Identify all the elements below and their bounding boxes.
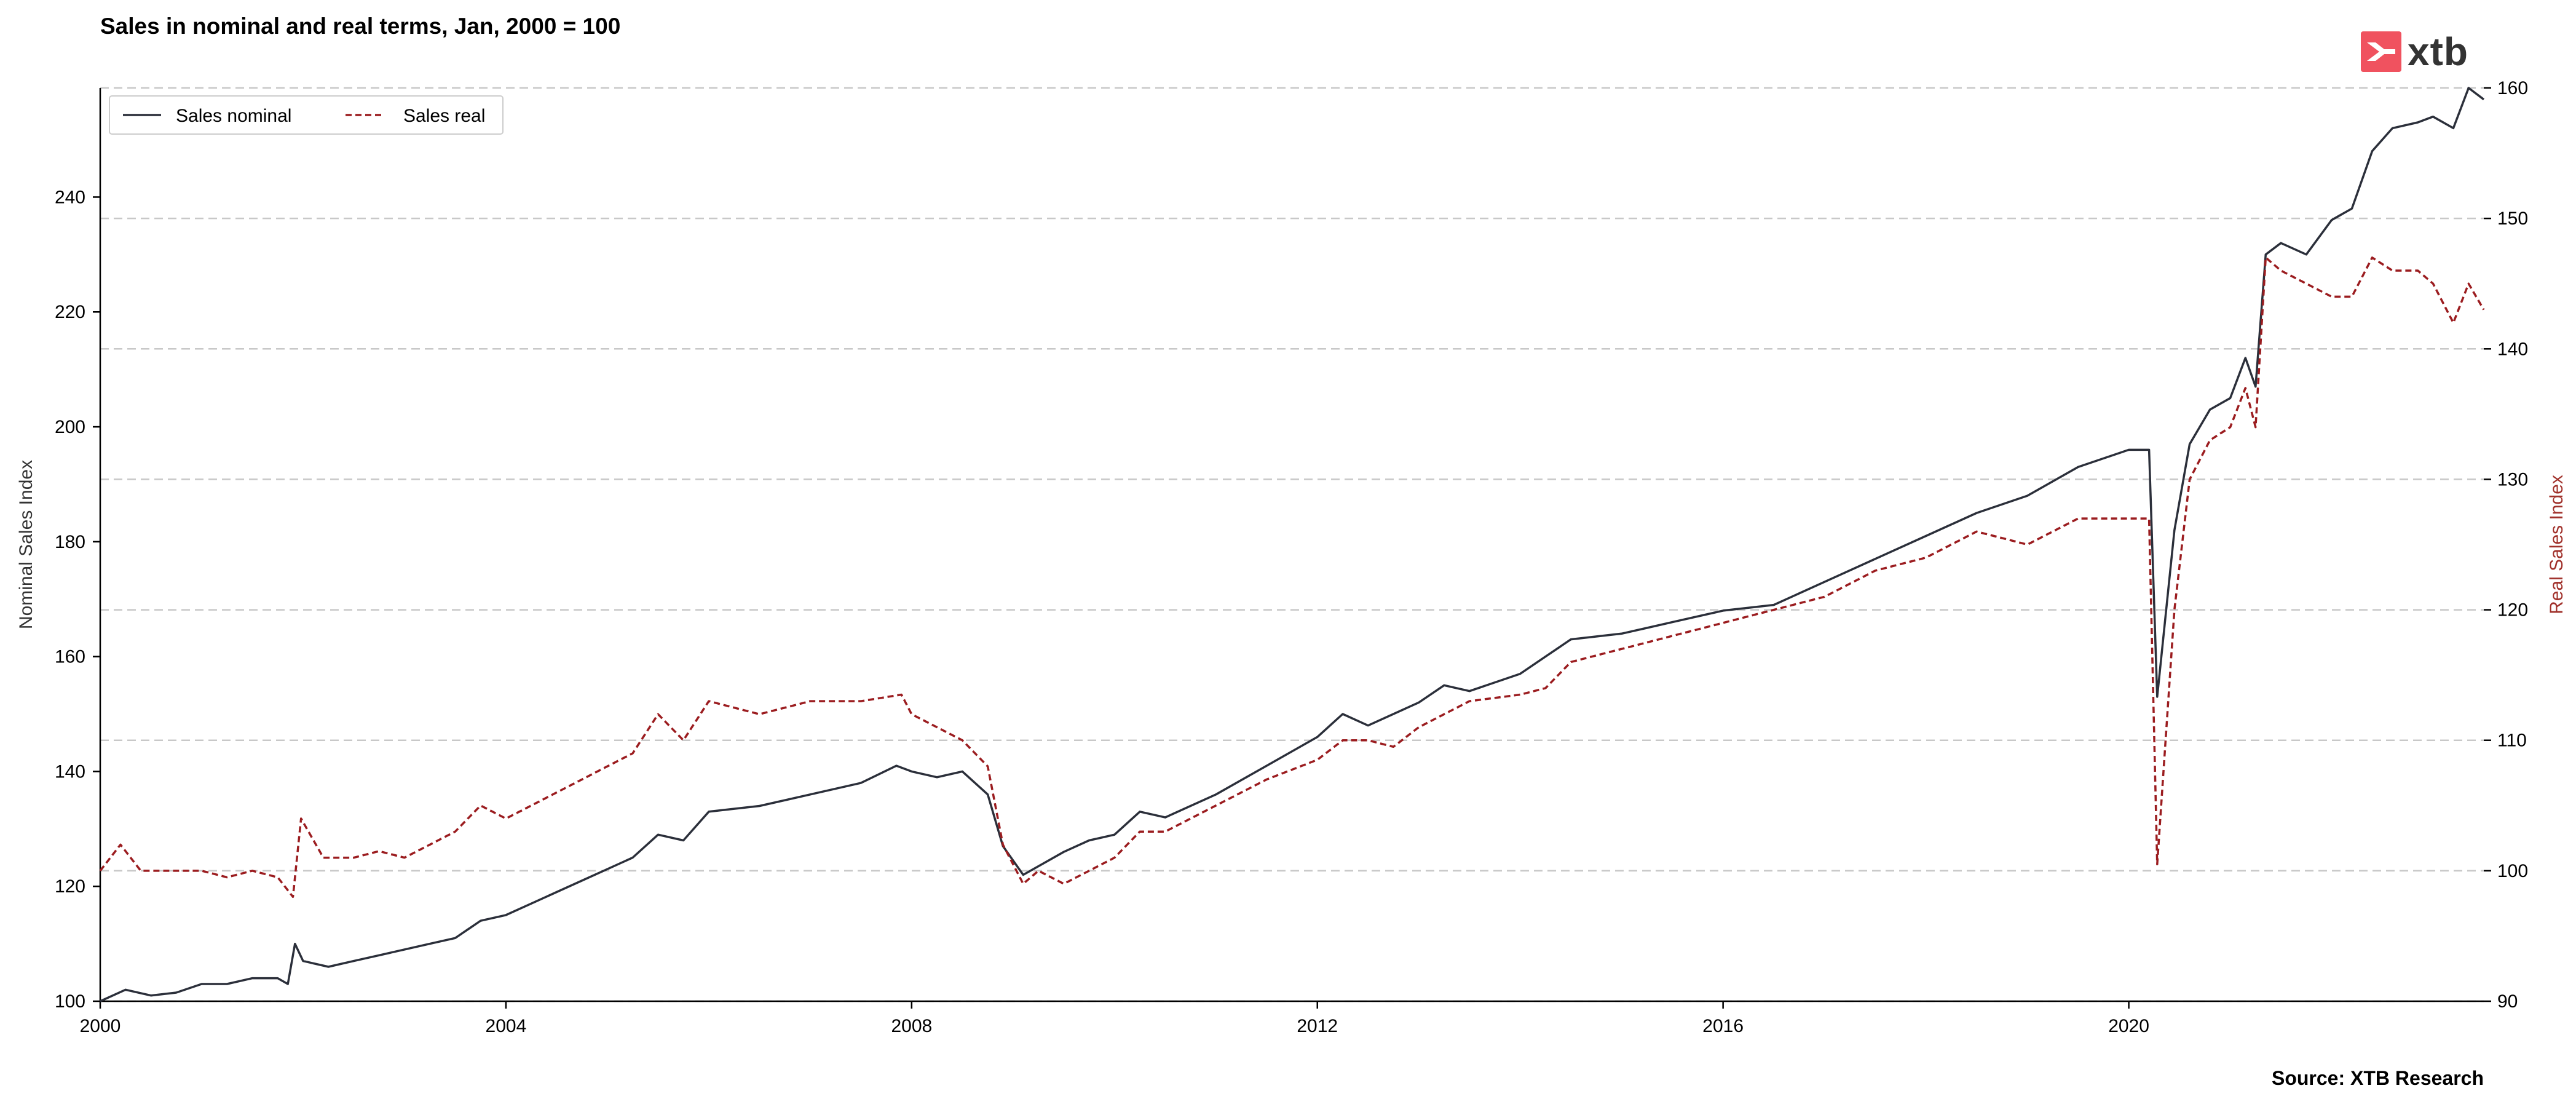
source-note: Source: XTB Research bbox=[2271, 1067, 2484, 1089]
xtb-logo-mark-icon bbox=[2361, 31, 2401, 72]
legend-label-nominal: Sales nominal bbox=[176, 106, 291, 126]
y-right-tick-label-100: 100 bbox=[2497, 861, 2528, 881]
x-tick-label-2020: 2020 bbox=[2108, 1016, 2149, 1036]
y-right-tick-label-150: 150 bbox=[2497, 208, 2528, 229]
x-tick-label-2016: 2016 bbox=[1702, 1016, 1744, 1036]
x-tick-label-2000: 2000 bbox=[80, 1016, 121, 1036]
y-left-tick-label-200: 200 bbox=[55, 417, 85, 437]
y-right-tick-label-90: 90 bbox=[2497, 991, 2518, 1012]
legend: Sales nominal Sales real bbox=[109, 95, 504, 135]
xtb-logo-text: xtb bbox=[2408, 30, 2468, 74]
y-left-tick-label-160: 160 bbox=[55, 647, 85, 667]
y-right-tick-label-120: 120 bbox=[2497, 600, 2528, 621]
series-line-sales-nominal bbox=[100, 87, 2485, 1002]
y-left-tick-label-120: 120 bbox=[55, 876, 85, 897]
legend-label-real: Sales real bbox=[403, 106, 485, 126]
series-lines bbox=[99, 87, 2485, 1002]
y-right-tick-label-130: 130 bbox=[2497, 469, 2528, 490]
y-left-axis-title: Nominal Sales Index bbox=[16, 460, 36, 629]
gridlines bbox=[100, 87, 2484, 1002]
axes: 2000 2004 2008 2012 2016 2020 100 120 140 160 180 2… bbox=[16, 78, 2567, 1036]
y-right-tick-label-160: 160 bbox=[2497, 78, 2528, 98]
y-left-tick-label-100: 100 bbox=[55, 991, 85, 1012]
y-left-tick-label-140: 140 bbox=[55, 761, 85, 782]
x-tick-label-2004: 2004 bbox=[486, 1016, 527, 1036]
y-right-tick-label-140: 140 bbox=[2497, 339, 2528, 359]
y-right-tick-label-110: 110 bbox=[2497, 731, 2527, 751]
xtb-logo: xtb bbox=[2361, 30, 2468, 74]
x-tick-label-2008: 2008 bbox=[891, 1016, 932, 1036]
y-right-axis-title: Real Sales Index bbox=[2546, 475, 2567, 614]
y-left-tick-label-180: 180 bbox=[55, 532, 85, 552]
series-line-sales-real bbox=[99, 256, 2485, 899]
chart-title: Sales in nominal and real terms, Jan, 20… bbox=[100, 14, 621, 39]
y-left-tick-label-220: 220 bbox=[55, 302, 85, 322]
y-left-tick-label-240: 240 bbox=[55, 187, 85, 207]
x-tick-label-2012: 2012 bbox=[1297, 1016, 1338, 1036]
